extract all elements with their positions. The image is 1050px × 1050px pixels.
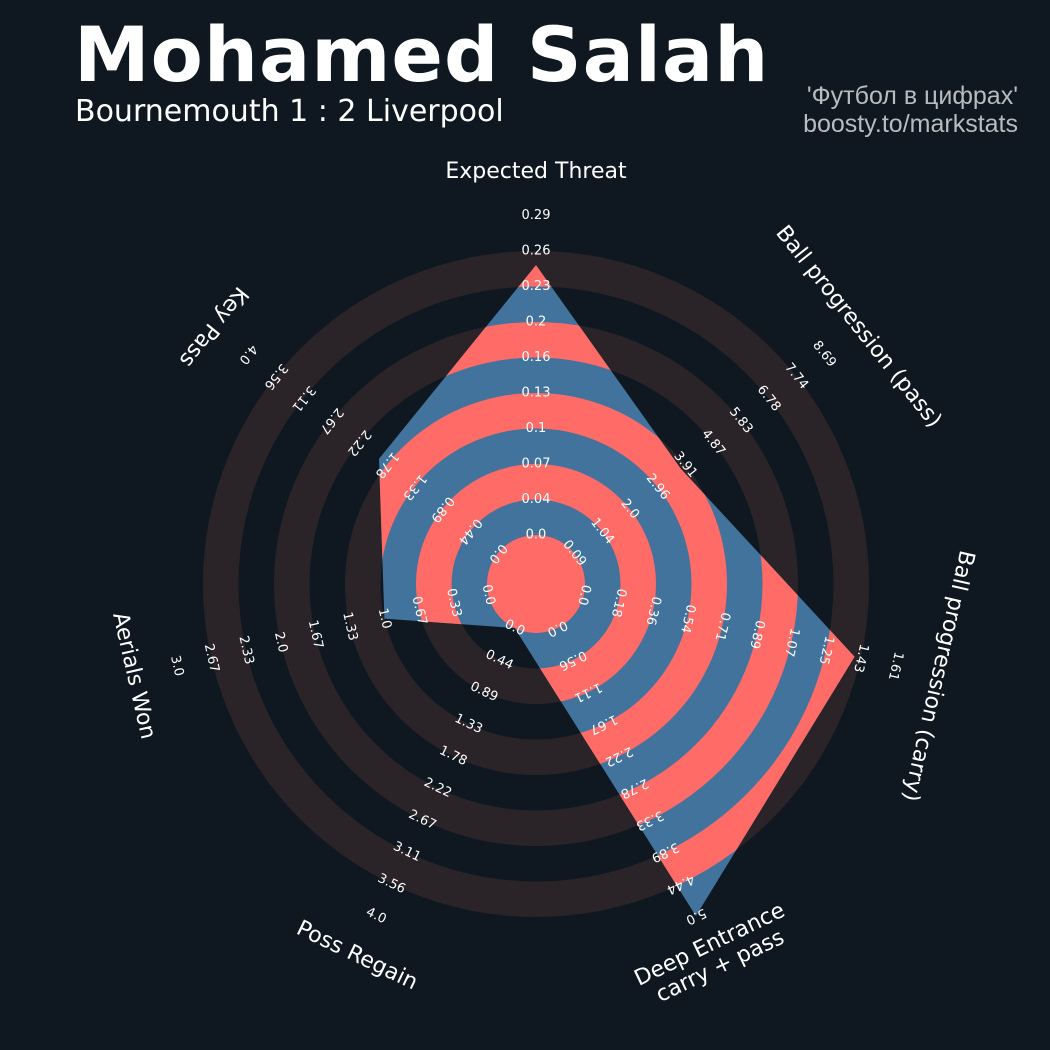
tick-label: 0.1 [526, 421, 547, 436]
tick-label: 1.25 [815, 634, 836, 666]
tick-label: 0.54 [677, 603, 698, 635]
tick-label: 0.16 [522, 350, 551, 365]
tick-label: 1.67 [305, 619, 326, 651]
tick-label: 2.67 [201, 642, 222, 674]
axis-label: Aerials Won [107, 610, 160, 742]
tick-label: 5.0 [683, 905, 708, 927]
tick-label: 0.0 [574, 583, 593, 607]
axis-ticks: 0.0 0.04 0.07 0.1 0.13 0.16 0.2 0.23 0.26 0.29 [522, 208, 551, 543]
tick-label: 0.07 [522, 457, 551, 472]
tick-label: 1.61 [885, 650, 906, 682]
tick-label: 0.29 [522, 208, 551, 223]
axis-label: Poss Regain [292, 916, 421, 995]
tick-label: 4.0 [364, 905, 389, 927]
credit-line-2: boosty.to/markstats [803, 110, 1018, 138]
tick-label: 0.71 [712, 611, 733, 643]
page-title: Mohamed Salah [74, 10, 770, 99]
axis-ticks: 0.0 0.18 0.36 0.54 0.71 0.89 1.07 1.25 1.43 1.61 [574, 583, 906, 682]
tick-label: 0.23 [522, 279, 551, 294]
tick-label: 0.33 [443, 587, 464, 619]
tick-label: 1.0 [375, 607, 394, 631]
match-subtitle: Bournemouth 1 : 2 Liverpool [75, 94, 504, 129]
tick-label: 2.33 [235, 634, 256, 666]
tick-label: 8.69 [809, 338, 839, 370]
credit-block: 'Футбол в цифрах' boosty.to/markstats [803, 82, 1018, 138]
axis-ticks: 0.0 0.33 0.67 1.0 1.33 1.67 2.0 2.33 2.67 3.0 [167, 583, 498, 678]
tick-label: 0.2 [526, 315, 547, 330]
tick-label: 3.0 [167, 654, 186, 678]
tick-label: 0.89 [746, 619, 767, 651]
credit-line-1: 'Футбол в цифрах' [806, 82, 1018, 110]
tick-label: 4.0 [236, 341, 261, 367]
tick-label: 0.67 [408, 595, 429, 627]
tick-label: 1.43 [850, 642, 871, 674]
tick-label: 2.0 [271, 631, 290, 655]
tick-label: 0.0 [526, 528, 547, 543]
tick-label: 0.04 [522, 492, 551, 507]
tick-label: 1.07 [781, 627, 802, 659]
tick-label: 0.13 [522, 386, 551, 401]
tick-label: 0.18 [608, 587, 629, 619]
tick-label: 1.33 [339, 611, 360, 643]
tick-label: 0.36 [642, 595, 663, 627]
tick-label: 0.26 [522, 244, 551, 259]
axis-label: Expected Threat [445, 159, 627, 184]
tick-label: 0.0 [479, 583, 498, 607]
axis-label: Ball progression (carry) [897, 548, 979, 804]
